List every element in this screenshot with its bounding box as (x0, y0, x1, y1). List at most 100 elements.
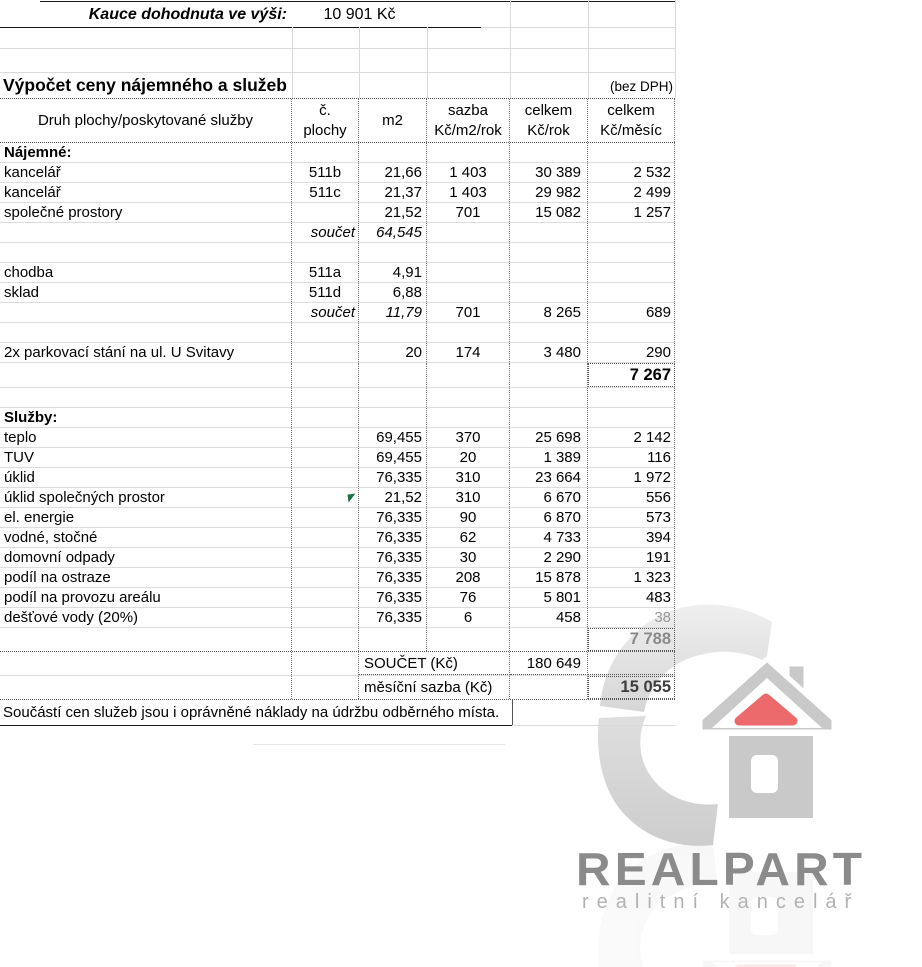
deposit-value: 10 901 Kč (323, 6, 396, 23)
table-row: sklad 511d 6,88 (0, 283, 675, 303)
gridline (510, 0, 511, 27)
cell: 76,335 (359, 468, 427, 487)
table-row: společné prostory 21,52 701 15 082 1 257 (0, 203, 675, 223)
cell: 556 (588, 488, 675, 507)
cell (588, 143, 675, 162)
cell: 2x parkovací stání na ul. U Svitavy (0, 343, 292, 362)
table-row: úklid společných prostor 21,52 310 6 670 556 (0, 488, 675, 508)
cell (292, 508, 359, 527)
brand-tagline: realitní kancelář (582, 891, 860, 913)
table-row: 2x parkovací stání na ul. U Svitavy 20 174… (0, 343, 675, 363)
cell (292, 548, 359, 567)
table-body: Nájemné: kancelář 511b 21,66 1 403 30 389 2 53… (0, 143, 675, 700)
cell (292, 343, 359, 362)
cell: 1 257 (588, 203, 675, 222)
cell: 38 (588, 608, 675, 627)
cell (510, 408, 588, 427)
table-row: chodba 511a 4,91 (0, 263, 675, 283)
cell: 23 664 (510, 468, 588, 487)
cell (292, 468, 359, 487)
page-title: Výpočet ceny nájemného a služeb (3, 75, 287, 95)
cell: společné prostory (0, 203, 292, 222)
column-header: sazba Kč/m2/rok (427, 99, 510, 142)
cell: vodné, stočné (0, 528, 292, 547)
table-row: TUV 69,455 20 1 389 116 (0, 448, 675, 468)
cell: TUV (0, 448, 292, 467)
cell: 1 403 (427, 183, 510, 202)
cell: 20 (359, 343, 427, 362)
cell: 25 698 (510, 428, 588, 447)
cell: 2 290 (510, 548, 588, 567)
cell: 76,335 (359, 588, 427, 607)
cell (292, 652, 359, 675)
cell: 2 532 (588, 163, 675, 182)
roof-red-triangle-icon (734, 693, 798, 726)
deposit-label: Kauce dohodnuta ve výši: (88, 6, 287, 23)
column-header: celkem Kč/rok (510, 99, 588, 142)
cell (359, 408, 427, 427)
table-row: domovní odpady 76,335 30 2 290 191 (0, 548, 675, 568)
cell: 29 982 (510, 183, 588, 202)
cell: podíl na provozu areálu (0, 588, 292, 607)
cell: 701 (427, 203, 510, 222)
cell: 6,88 (359, 283, 427, 302)
cell: 11,79 (359, 303, 427, 322)
cell (510, 243, 588, 262)
cell (0, 628, 292, 651)
table-row: dešťové vody (20%) 76,335 6 458 38 (0, 608, 675, 628)
gridline (359, 27, 360, 98)
cell: sklad (0, 283, 292, 302)
cell (292, 428, 359, 447)
cell: 6 670 (510, 488, 588, 507)
cell (0, 676, 292, 699)
cell (588, 388, 675, 407)
table-row (0, 388, 675, 408)
cell (588, 243, 675, 262)
cell: 15 055 (588, 676, 675, 699)
gridline (0, 48, 675, 49)
cell: 191 (588, 548, 675, 567)
vat-note: (bez DPH) (609, 79, 673, 94)
cell: 310 (427, 488, 510, 507)
table-row (0, 323, 675, 343)
table-row: Nájemné: (0, 143, 675, 163)
cell (510, 263, 588, 282)
cell (510, 223, 588, 242)
cell: 5 801 (510, 588, 588, 607)
cell: 180 649 (510, 652, 588, 675)
deposit-underline (0, 27, 481, 28)
cell (588, 408, 675, 427)
table-row: el. energie 76,335 90 6 870 573 (0, 508, 675, 528)
cell: kancelář (0, 163, 292, 182)
cell (292, 608, 359, 627)
cell: 62 (427, 528, 510, 547)
cell (292, 676, 359, 699)
cell: 76,335 (359, 568, 427, 587)
table-row: teplo 69,455 370 25 698 2 142 (0, 428, 675, 448)
cell: 20 (427, 448, 510, 467)
cell: 290 (588, 343, 675, 362)
cell (0, 388, 292, 407)
table-row: 7 788 (0, 628, 675, 652)
cell: 8 265 (510, 303, 588, 322)
cell: Služby: (0, 408, 292, 427)
cell: dešťové vody (20%) (0, 608, 292, 627)
table-header-row: Druh plochy/poskytované služby č. plochy m… (0, 98, 675, 143)
cell: 69,455 (359, 448, 427, 467)
cell (292, 243, 359, 262)
cell (292, 323, 359, 342)
column-header: č. plochy (292, 99, 359, 142)
cell: 1 403 (427, 163, 510, 182)
cell (427, 628, 510, 651)
cell (0, 303, 292, 322)
cell: 116 (588, 448, 675, 467)
cell (0, 652, 292, 675)
table-row: měsíční sazba (Kč) 15 055 (0, 676, 675, 700)
cell: 2 499 (588, 183, 675, 202)
cell (0, 243, 292, 262)
table-row: Služby: (0, 408, 675, 428)
gridline (588, 0, 589, 27)
cell (427, 143, 510, 162)
swoosh-ribbon-bottom (598, 716, 718, 846)
cell (427, 243, 510, 262)
